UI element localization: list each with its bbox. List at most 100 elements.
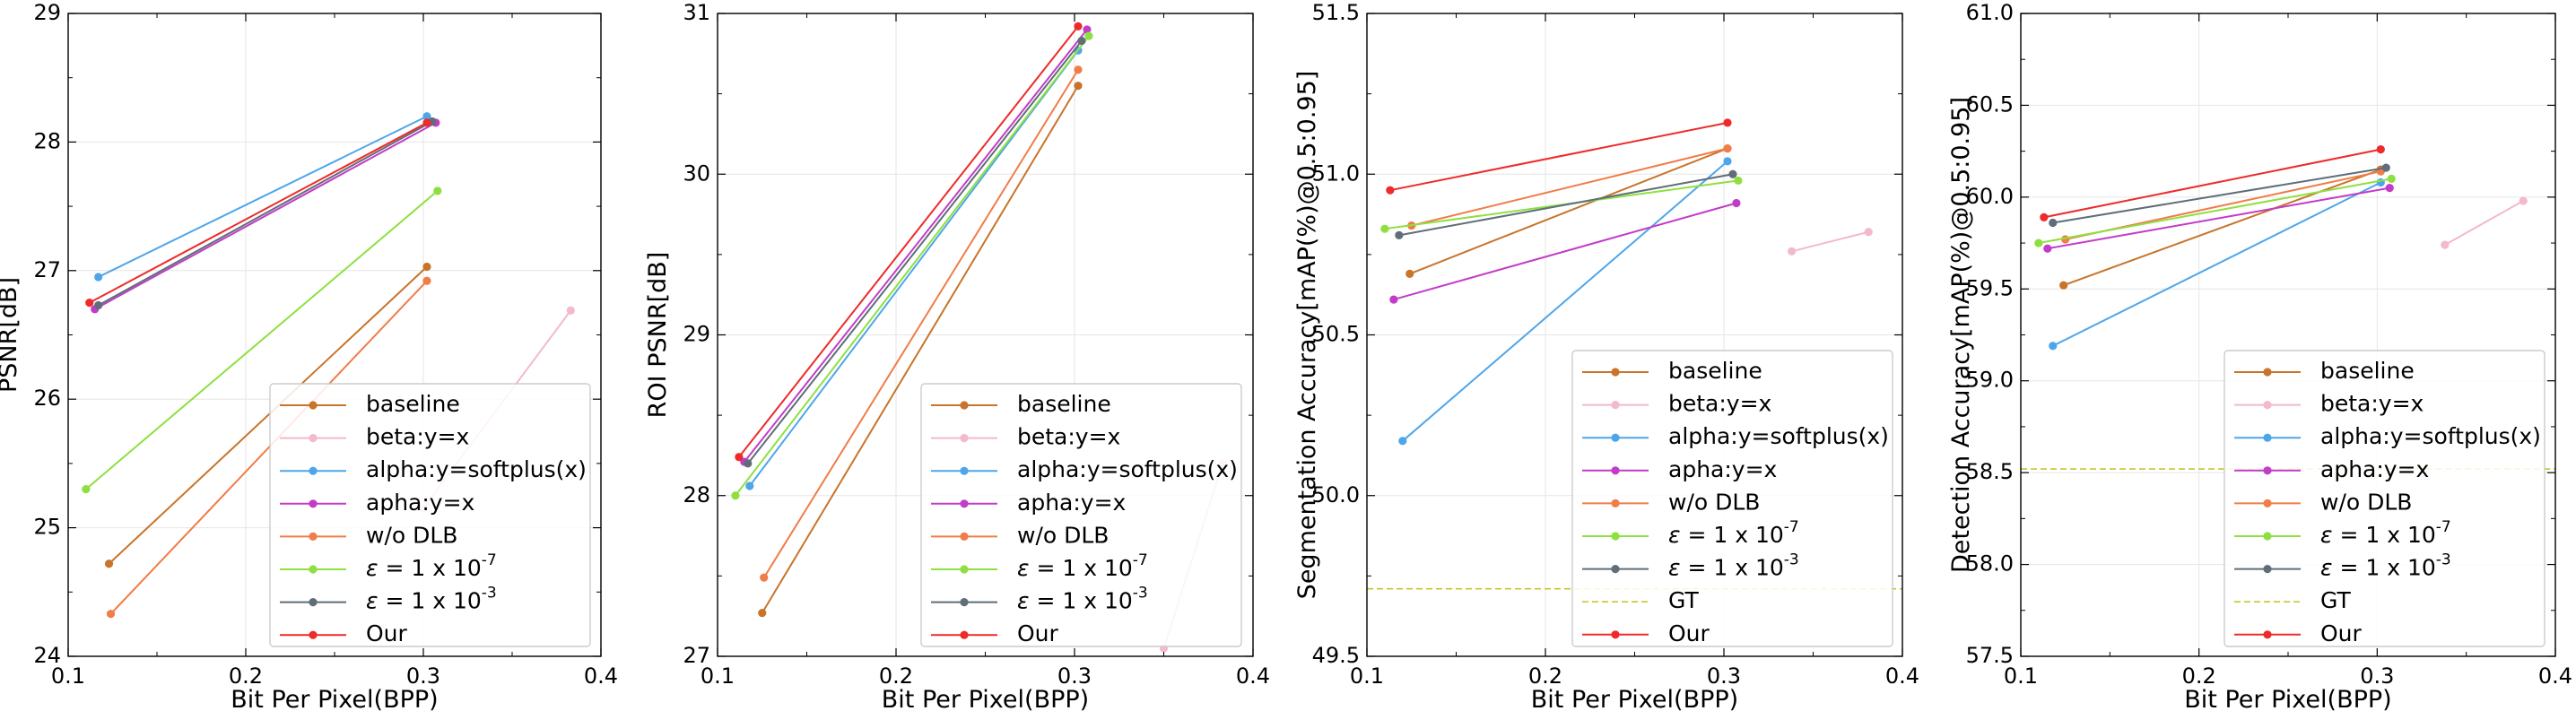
series-line-apha-y-x [94,122,437,310]
y-tick-label: 58.0 [1966,551,2014,577]
y-axis-label: PSNR[dB] [0,277,22,393]
legend: baseline beta:y=x alpha:y=softplus(x) apha:… [920,383,1242,647]
series-line-apha-y-x [2047,186,2390,250]
legend-label: alpha:y=softplus(x) [1668,423,1889,449]
x-axis-label: Bit Per Pixel(BPP) [882,686,1089,711]
data-point [744,459,753,468]
y-tick-label: 58.5 [1966,459,2014,484]
legend-box [920,383,1242,647]
data-point [106,610,116,619]
y-tick-label: 50.5 [1312,322,1360,347]
data-point [1723,143,1732,153]
x-tick-label: 0.3 [1707,663,1741,689]
legend-label: ε = 1 x 10-3 [366,585,497,614]
data-point [1723,118,1732,127]
legend-swatch-marker [2263,532,2272,541]
legend-label: beta:y=x [1017,424,1120,450]
series-line-baseline [108,265,428,565]
legend-box [2224,350,2546,647]
data-point [2059,281,2068,290]
legend-label: ε = 1 x 10-3 [2320,551,2451,581]
series-line-w-o-dlb [1411,147,1728,227]
y-tick-label: 59.5 [1966,275,2014,300]
legend-swatch-marker [1611,532,1620,541]
x-tick-label: 0.2 [879,663,913,689]
series-line-w-o-dlb [762,69,1079,578]
data-point [731,491,740,500]
data-point [2381,163,2390,172]
data-point [1723,157,1732,166]
y-tick-label: 27 [683,643,710,668]
series-line-w-o-dlb [109,280,428,615]
data-point [1077,36,1086,46]
data-point [433,186,442,195]
series-line-apha-y-x [744,29,1088,463]
legend-swatch-marker [1611,499,1620,508]
x-tick-label: 0.4 [1885,663,1919,689]
legend-label: baseline [2320,358,2415,384]
series-line-alpha-y-softplus-x- [98,115,428,278]
legend-swatch-marker [309,401,318,410]
legend-label: baseline [1017,391,1111,417]
data-point [94,273,103,282]
series-line-beta-y-x [2444,200,2524,246]
series-line-eps3 [1398,173,1734,237]
y-axis-label: ROI PSNR[dB] [644,252,672,419]
data-point [94,300,103,310]
legend-swatch-marker [1611,401,1620,410]
y-tick-label: 30 [683,160,710,186]
legend-swatch-marker [2263,401,2272,410]
x-tick-label: 0.3 [406,663,440,689]
x-tick-label: 0.1 [2004,663,2038,689]
legend-label: w/o DLB [1668,489,1760,515]
data-point [1389,295,1398,304]
data-point [422,276,431,285]
series-line-beta-y-x [1791,230,1869,253]
x-tick-label: 0.4 [2538,663,2572,689]
legend-label: baseline [366,391,460,417]
data-point [2049,218,2058,228]
legend-label: ε = 1 x 10-3 [1668,551,1799,581]
data-point [735,453,744,462]
legend-swatch-marker [2263,565,2272,574]
x-axis-label: Bit Per Pixel(BPP) [1531,686,1738,711]
legend-swatch-marker [309,434,318,443]
x-tick-label: 0.2 [229,663,263,689]
legend-label: beta:y=x [2320,391,2424,417]
data-point [2387,174,2396,183]
series-line-apha-y-x [1393,202,1737,301]
legend-swatch-marker [309,598,318,607]
y-tick-label: 25 [33,515,61,540]
legend-swatch-marker [1611,565,1620,574]
data-point [1083,25,1092,34]
data-point [1084,31,1093,40]
data-point [1074,65,1083,74]
y-tick-label: 61.0 [1966,0,2014,25]
legend-label: ε = 1 x 10-7 [1017,551,1148,581]
legend-swatch-marker [960,630,969,639]
legend-swatch-marker [960,401,969,410]
series-line-our [738,25,1079,458]
legend-label: alpha:y=softplus(x) [1017,456,1238,482]
series-line-eps3 [2052,167,2387,224]
legend-label: ε = 1 x 10-7 [2320,518,2451,548]
legend-label: GT [2320,587,2351,613]
legend-swatch-marker [2263,630,2272,639]
legend-swatch-marker [309,466,318,475]
x-tick-label: 0.3 [1057,663,1092,689]
y-tick-label: 24 [33,643,61,668]
legend-swatch-marker [2263,433,2272,442]
legend-swatch-marker [2263,466,2272,475]
y-tick-label: 59.0 [1966,368,2014,393]
data-point [758,609,767,618]
legend-swatch-marker [1611,433,1620,442]
y-tick-label: 31 [683,0,710,25]
legend-swatch-marker [2263,368,2272,377]
x-tick-label: 0.1 [701,663,735,689]
legend-label: w/o DLB [1017,522,1109,548]
series-line-eps3 [98,120,433,307]
y-tick-label: 27 [33,257,61,282]
y-tick-label: 50.0 [1312,482,1360,507]
legend-label: apha:y=x [366,490,474,516]
legend-label: ε = 1 x 10-7 [366,551,497,581]
